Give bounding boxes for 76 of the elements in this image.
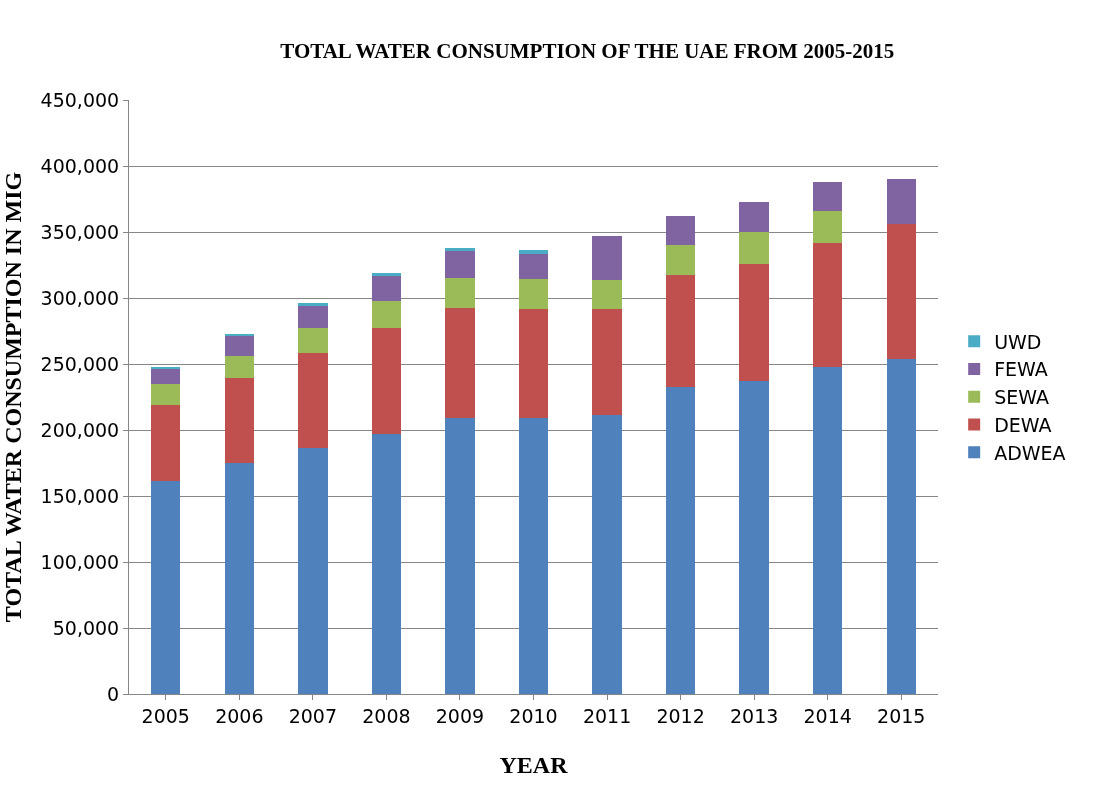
bar [592,415,622,694]
bar [445,418,475,694]
bar [151,481,181,694]
bar [151,404,181,482]
bar [445,278,475,308]
legend-label: UWD [994,330,1042,353]
x-tick-label: 2009 [435,704,485,727]
bar [592,235,622,280]
bar [665,216,696,245]
bar [371,300,402,329]
x-tick-label: 2007 [288,704,338,727]
y-tick-label: 350,000 [40,220,120,243]
bar [518,250,549,254]
bar [445,247,475,252]
bar [592,308,622,416]
y-axis-title: TOTAL WATER CONSUMPTION IN MIG [0,171,26,623]
bar [812,367,843,694]
legend-label: DEWA [994,413,1052,436]
bar [739,380,769,694]
bar [812,181,843,211]
bar [371,272,402,277]
bar [739,201,769,232]
y-tick-label: 150,000 [40,484,120,507]
bar [224,463,255,694]
legend-label: ADWEA [994,441,1066,464]
bar [665,387,696,694]
bar [151,384,181,405]
bar [886,178,916,225]
legend-label: FEWA [994,358,1048,381]
y-tick-label: 250,000 [40,352,120,375]
y-tick-label: 300,000 [40,286,120,309]
bar [298,448,328,694]
bar [518,418,549,694]
bar [518,308,549,419]
y-tick-label: 0 [107,682,120,705]
bar [298,305,328,329]
bar [518,253,549,279]
bar [298,302,328,306]
x-tick-label: 2015 [877,704,926,727]
bar [371,276,402,301]
y-tick-label: 200,000 [40,418,120,441]
bar [445,307,475,419]
bar [151,368,181,385]
x-tick-label: 2012 [656,704,705,727]
bar [298,328,328,354]
bar [739,232,769,265]
bar [518,278,549,309]
y-tick-label: 400,000 [40,154,120,177]
x-tick-label: 2013 [729,704,779,727]
x-tick-label: 2014 [803,704,852,727]
bar [224,356,255,378]
bar [224,377,255,463]
chart-title: TOTAL WATER CONSUMPTION OF THE UAE FROM 2005-2015 [280,39,895,64]
bar [812,210,843,243]
bar [298,353,328,449]
bar [592,279,622,309]
y-tick-label: 100,000 [40,550,120,573]
bar [665,274,696,388]
x-tick-label: 2011 [582,704,632,727]
y-tick-label: 450,000 [40,88,120,111]
bar [445,251,475,279]
bar [886,224,916,359]
x-axis-title: YEAR [499,752,569,779]
bar [812,242,843,368]
bar [371,328,402,434]
legend-label: SEWA [994,386,1049,409]
bar [739,264,769,381]
bar [371,433,402,694]
x-tick-label: 2010 [509,704,558,727]
x-tick-label: 2008 [362,704,411,727]
y-tick-label: 50,000 [52,616,120,639]
x-tick-label: 2005 [141,704,190,727]
x-tick-label: 2006 [215,704,264,727]
bar [886,358,916,694]
bar [224,336,255,357]
bar [665,244,696,275]
